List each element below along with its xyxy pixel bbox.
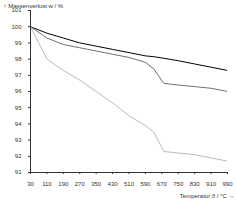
svg-text:270: 270 xyxy=(75,181,86,187)
svg-text:510: 510 xyxy=(124,181,135,187)
svg-text:670: 670 xyxy=(157,181,168,187)
svg-text:190: 190 xyxy=(58,181,69,187)
svg-text:98: 98 xyxy=(15,56,22,62)
svg-text:910: 910 xyxy=(206,181,217,187)
svg-text:30: 30 xyxy=(27,181,34,187)
svg-text:95: 95 xyxy=(15,105,22,111)
svg-text:96: 96 xyxy=(15,88,22,94)
svg-text:830: 830 xyxy=(190,181,201,187)
svg-text:430: 430 xyxy=(108,181,119,187)
svg-text:590: 590 xyxy=(140,181,151,187)
svg-text:110: 110 xyxy=(42,181,52,187)
svg-text:350: 350 xyxy=(91,181,102,187)
svg-text:94: 94 xyxy=(15,121,22,127)
svg-text:97: 97 xyxy=(15,72,22,78)
svg-text:93: 93 xyxy=(15,137,22,143)
svg-text:91: 91 xyxy=(15,169,22,175)
svg-text:99: 99 xyxy=(15,40,22,46)
svg-text:101: 101 xyxy=(11,7,22,14)
svg-text:990: 990 xyxy=(222,181,233,187)
svg-text:Temperatur ϑ / °C →: Temperatur ϑ / °C → xyxy=(180,193,235,199)
svg-text:92: 92 xyxy=(15,153,22,159)
svg-text:100: 100 xyxy=(11,24,22,30)
svg-text:↑ Massenverlust w / %: ↑ Massenverlust w / % xyxy=(4,3,64,9)
svg-text:750: 750 xyxy=(173,181,184,187)
